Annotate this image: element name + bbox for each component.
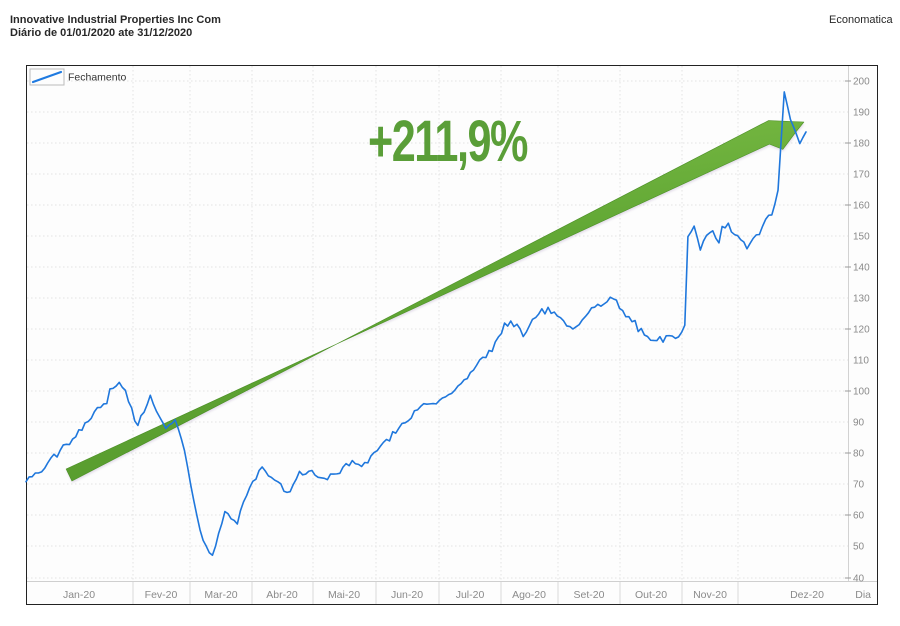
svg-text:40: 40 [853,574,865,585]
svg-text:+211,9%: +211,9% [368,109,528,174]
svg-text:140: 140 [853,263,870,274]
svg-text:60: 60 [853,511,865,522]
svg-text:Dia: Dia [855,589,871,601]
svg-text:Jan-20: Jan-20 [63,589,95,601]
svg-text:90: 90 [853,418,865,429]
svg-text:Fev-20: Fev-20 [145,589,178,601]
svg-text:110: 110 [853,356,869,367]
svg-text:160: 160 [853,201,870,212]
svg-text:100: 100 [853,387,870,398]
svg-text:80: 80 [853,449,865,460]
svg-text:Jun-20: Jun-20 [391,589,423,601]
svg-text:Set-20: Set-20 [574,589,605,601]
svg-text:70: 70 [853,480,865,491]
svg-text:Mar-20: Mar-20 [204,589,237,601]
svg-text:Dez-20: Dez-20 [790,589,824,601]
svg-text:200: 200 [853,77,870,88]
svg-text:130: 130 [853,294,870,305]
svg-text:Mai-20: Mai-20 [328,589,360,601]
svg-text:Ago-20: Ago-20 [512,589,546,601]
svg-text:120: 120 [853,325,870,336]
svg-text:Jul-20: Jul-20 [456,589,485,601]
svg-text:190: 190 [853,108,870,119]
svg-text:170: 170 [853,170,870,181]
svg-text:Fechamento: Fechamento [68,72,127,84]
svg-text:Nov-20: Nov-20 [693,589,727,601]
svg-text:Out-20: Out-20 [635,589,667,601]
svg-text:180: 180 [853,139,870,150]
svg-text:150: 150 [853,232,870,243]
svg-text:Abr-20: Abr-20 [266,589,298,601]
svg-text:50: 50 [853,542,865,553]
